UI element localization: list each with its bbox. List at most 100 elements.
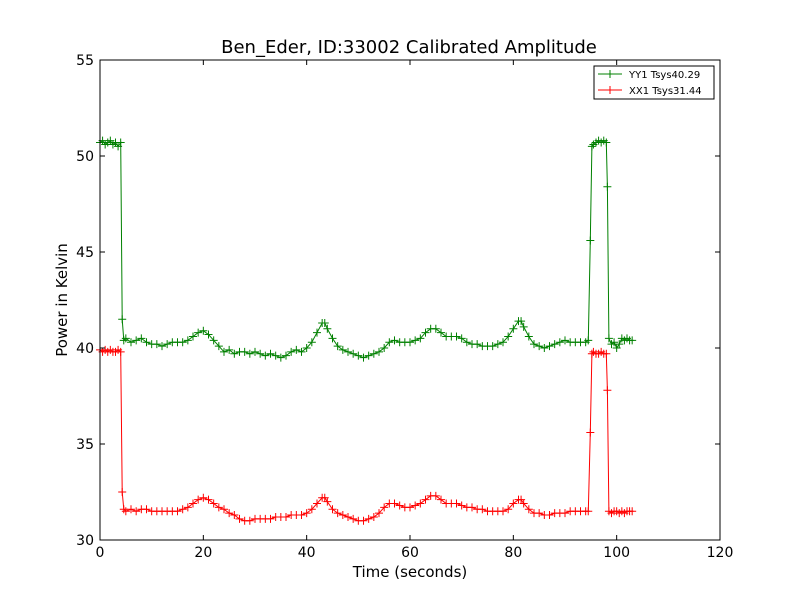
data-point bbox=[364, 514, 373, 523]
data-point bbox=[271, 351, 280, 360]
data-point bbox=[119, 336, 128, 345]
data-point bbox=[550, 340, 559, 349]
data-point bbox=[328, 505, 337, 514]
legend-items: YY1 Tsys40.29 XX1 Tsys31.44 bbox=[598, 70, 702, 97]
data-point bbox=[209, 336, 218, 345]
y-tick-label: 45 bbox=[76, 245, 94, 261]
y-axis-label: Power in Kelvin bbox=[53, 243, 71, 357]
data-point bbox=[421, 328, 430, 337]
data-point bbox=[615, 340, 624, 349]
data-point bbox=[473, 340, 482, 349]
x-tick-label: 60 bbox=[401, 545, 419, 561]
data-point bbox=[121, 507, 130, 516]
data-point bbox=[121, 334, 130, 343]
data-point bbox=[587, 142, 596, 151]
data-point bbox=[328, 334, 337, 343]
data-point bbox=[132, 507, 141, 516]
data-point bbox=[380, 503, 389, 512]
data-point bbox=[297, 347, 306, 356]
data-point bbox=[493, 340, 502, 349]
data-point bbox=[349, 514, 358, 523]
data-point bbox=[375, 509, 383, 518]
data-point bbox=[116, 138, 125, 147]
data-point bbox=[344, 347, 352, 356]
data-point bbox=[519, 499, 528, 508]
legend-marker bbox=[606, 70, 614, 78]
data-point bbox=[369, 349, 378, 358]
data-point bbox=[380, 344, 389, 352]
legend-label: YY1 Tsys40.29 bbox=[628, 70, 700, 81]
data-point bbox=[431, 324, 440, 333]
data-point bbox=[220, 347, 228, 356]
data-point bbox=[266, 514, 275, 523]
data-point bbox=[323, 497, 332, 506]
data-point bbox=[152, 340, 161, 349]
data-point bbox=[354, 351, 363, 360]
data-point bbox=[118, 488, 127, 496]
data-point bbox=[204, 330, 213, 339]
data-point bbox=[545, 511, 554, 520]
data-point bbox=[457, 334, 466, 343]
data-point bbox=[261, 351, 270, 360]
data-point bbox=[183, 336, 192, 345]
data-point bbox=[338, 345, 347, 354]
data-point bbox=[199, 326, 208, 335]
data-point bbox=[245, 349, 254, 358]
data-point bbox=[369, 512, 378, 521]
legend: YY1 Tsys40.29 XX1 Tsys31.44 bbox=[593, 65, 715, 100]
data-point bbox=[245, 516, 254, 525]
series-0 bbox=[96, 136, 637, 362]
data-point bbox=[320, 319, 329, 328]
data-point bbox=[297, 511, 306, 520]
data-point bbox=[499, 507, 507, 516]
data-point bbox=[411, 501, 420, 510]
data-point bbox=[603, 386, 612, 395]
data-point bbox=[292, 345, 301, 354]
data-point bbox=[584, 336, 593, 345]
data-point bbox=[395, 501, 404, 510]
data-point bbox=[235, 514, 244, 523]
data-point bbox=[462, 338, 471, 347]
data-point bbox=[586, 428, 595, 437]
data-point bbox=[504, 505, 513, 514]
data-point bbox=[209, 499, 218, 508]
data-point bbox=[142, 338, 151, 347]
data-point bbox=[610, 338, 619, 347]
x-axis-label: Time (seconds) bbox=[352, 563, 468, 581]
data-point bbox=[545, 342, 554, 351]
data-point bbox=[178, 505, 187, 514]
data-point bbox=[230, 511, 239, 520]
data-point bbox=[307, 338, 316, 347]
data-point bbox=[519, 322, 528, 331]
data-point bbox=[199, 493, 208, 502]
data-point bbox=[524, 332, 533, 341]
y-tick-label: 35 bbox=[76, 437, 94, 453]
data-point bbox=[604, 334, 613, 343]
y-tick-label: 30 bbox=[76, 533, 94, 549]
data-point bbox=[240, 347, 249, 356]
data-point bbox=[364, 351, 373, 360]
data-point bbox=[158, 342, 166, 351]
data-point bbox=[220, 505, 228, 514]
chart-title: Ben_Eder, ID:33002 Calibrated Amplitude bbox=[221, 37, 597, 58]
data-point bbox=[225, 345, 234, 354]
data-point bbox=[127, 338, 135, 347]
data-point bbox=[602, 138, 611, 147]
data-point bbox=[302, 509, 311, 518]
data-point bbox=[499, 338, 507, 347]
x-tick-label: 40 bbox=[298, 545, 316, 561]
data-point bbox=[431, 491, 440, 500]
data-point bbox=[256, 349, 265, 358]
series-1 bbox=[96, 345, 637, 525]
legend-marker bbox=[606, 86, 614, 94]
data-point bbox=[225, 509, 234, 518]
x-tick-label: 80 bbox=[504, 545, 522, 561]
y-tick-label: 50 bbox=[76, 149, 94, 165]
data-point bbox=[344, 512, 352, 521]
series-layer bbox=[96, 136, 637, 525]
data-point bbox=[530, 340, 538, 349]
x-tick-label: 120 bbox=[707, 545, 734, 561]
data-point bbox=[313, 499, 321, 508]
data-point bbox=[333, 342, 342, 351]
